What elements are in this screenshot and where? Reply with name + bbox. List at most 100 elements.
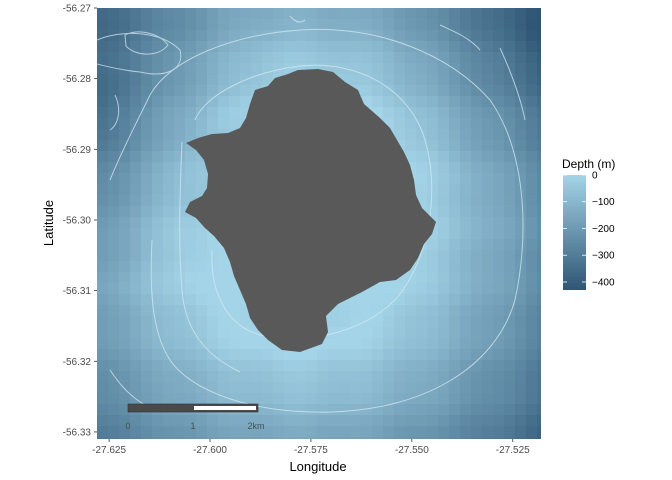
depth-cell [130,151,142,163]
depth-cell [273,63,285,75]
depth-cell [108,349,120,361]
depth-cell [163,107,175,119]
depth-cell [526,19,538,31]
depth-cell [130,250,142,262]
depth-cell [163,305,175,317]
depth-cell [339,360,351,372]
depth-cell [405,294,417,306]
depth-cell [141,382,153,394]
depth-cell [141,129,153,141]
depth-cell [229,305,241,317]
depth-cell [537,250,541,262]
depth-cell [361,294,373,306]
depth-cell [306,426,318,438]
depth-cell [317,338,329,350]
depth-cell [185,41,197,53]
depth-cell [537,349,541,361]
depth-cell [196,349,208,361]
depth-cell [372,415,384,427]
depth-cell [207,272,219,284]
depth-cell [284,382,296,394]
depth-cell [416,107,428,119]
depth-cell [416,338,428,350]
depth-cell [284,404,296,416]
x-tick-label: -27.525 [496,445,530,456]
depth-cell [130,327,142,339]
legend-title: Depth (m) [562,157,615,171]
depth-cell [405,349,417,361]
depth-cell [383,404,395,416]
depth-cell [240,52,252,64]
y-axis: -56.27 -56.28 -56.29 -56.30 -56.31 -56.32 -56.… [63,4,97,438]
depth-cell [218,360,230,372]
depth-cell [196,426,208,438]
depth-cell [185,382,197,394]
depth-cell [317,41,329,53]
depth-cell [460,305,472,317]
depth-cell [438,30,450,42]
depth-cell [526,327,538,339]
depth-cell [339,30,351,42]
depth-cell [339,338,351,350]
depth-cell [405,404,417,416]
depth-cell [526,151,538,163]
depth-cell [130,272,142,284]
depth-cell [427,360,439,372]
legend-colorbar [563,175,586,290]
depth-cell [262,19,274,31]
depth-cell [372,294,384,306]
depth-cell [273,30,285,42]
depth-cell [130,382,142,394]
depth-cell [471,129,483,141]
depth-cell [108,426,120,438]
depth-cell [438,41,450,53]
depth-cell [218,63,230,75]
depth-cell [328,349,340,361]
depth-cell [460,41,472,53]
depth-cell [339,382,351,394]
depth-cell [515,360,527,372]
depth-cell [163,96,175,108]
depth-cell [504,360,516,372]
depth-cell [207,338,219,350]
depth-cell [163,41,175,53]
depth-cell [515,250,527,262]
depth-cell [119,272,131,284]
depth-cell [218,30,230,42]
depth-cell [229,382,241,394]
depth-cell [383,283,395,295]
depth-cell [350,437,362,439]
depth-cell [482,85,494,97]
depth-cell [218,107,230,119]
depth-cell [438,437,450,439]
depth-cell [196,74,208,86]
depth-cell [394,118,406,130]
depth-cell [449,371,461,383]
depth-cell [515,382,527,394]
depth-cell [174,41,186,53]
depth-cell [174,63,186,75]
depth-cell [119,74,131,86]
depth-cell [449,74,461,86]
depth-cell [130,305,142,317]
depth-cell [97,316,109,328]
depth-cell [361,327,373,339]
depth-cell [97,349,109,361]
depth-cell [493,261,505,273]
depth-cell [471,393,483,405]
depth-cell [427,371,439,383]
depth-cell [416,85,428,97]
depth-cell [449,217,461,229]
depth-cell [251,74,263,86]
depth-cell [262,41,274,53]
depth-cell [130,195,142,207]
depth-cell [163,129,175,141]
depth-cell [108,217,120,229]
depth-cell [185,283,197,295]
depth-cell [504,140,516,152]
depth-cell [427,239,439,251]
depth-cell [240,107,252,119]
depth-cell [427,173,439,185]
depth-cell [130,338,142,350]
depth-cell [174,349,186,361]
